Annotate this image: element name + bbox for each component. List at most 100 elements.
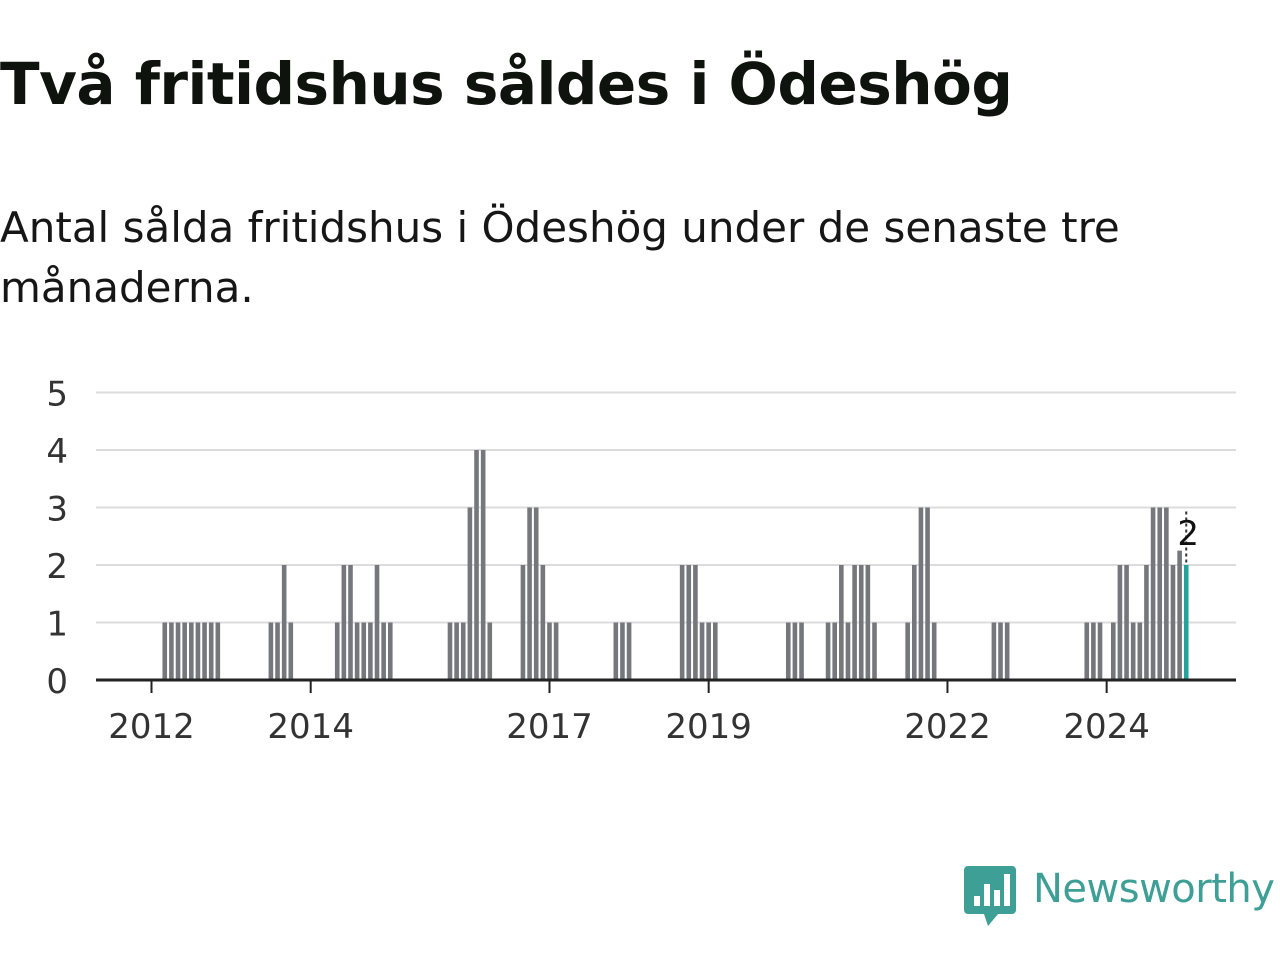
grid-lines xyxy=(96,391,1236,624)
bar xyxy=(533,507,539,680)
bar-chart: 0 1 2 3 4 5 2012 2014 2017 2019 2022 2024 2 xyxy=(46,375,1236,747)
bar xyxy=(520,565,526,680)
bar xyxy=(387,622,393,680)
bar xyxy=(281,565,287,680)
bar xyxy=(540,565,546,680)
bar xyxy=(460,622,466,680)
bar xyxy=(1110,622,1116,680)
bar xyxy=(480,450,486,680)
bar xyxy=(474,450,479,680)
y-tick-label: 1 xyxy=(46,605,68,645)
bar xyxy=(865,565,871,680)
bar xyxy=(368,622,373,680)
bar xyxy=(1004,622,1010,680)
bar xyxy=(374,565,380,680)
bar xyxy=(706,622,711,680)
bar xyxy=(1091,622,1096,680)
bar xyxy=(1137,622,1143,680)
newsworthy-logo-icon xyxy=(964,866,1016,926)
newsworthy-logo-text: Newsworthy xyxy=(1033,866,1275,912)
y-tick-label: 5 xyxy=(46,375,68,415)
bar xyxy=(169,622,174,680)
bar xyxy=(553,622,559,680)
bar xyxy=(1124,565,1129,680)
newsworthy-logo: Newsworthy xyxy=(964,866,1280,928)
bar xyxy=(162,622,168,680)
x-tick-label: 2014 xyxy=(267,707,354,747)
bar xyxy=(275,622,280,680)
y-axis-ticks: 0 1 2 3 4 5 xyxy=(46,375,68,703)
bar xyxy=(334,622,340,680)
bar xyxy=(208,622,214,680)
bar xyxy=(991,622,997,680)
bar xyxy=(189,622,194,680)
bar xyxy=(931,622,937,680)
bar xyxy=(925,507,930,680)
bar xyxy=(348,565,353,680)
bar xyxy=(1084,622,1090,680)
bar xyxy=(547,622,552,680)
bar xyxy=(1170,565,1176,680)
annotation-label: 2 xyxy=(1177,514,1199,554)
bar xyxy=(354,622,360,680)
bar xyxy=(341,565,347,680)
bar xyxy=(268,622,274,680)
bar xyxy=(195,622,201,680)
bar xyxy=(1097,622,1103,680)
y-tick-label: 0 xyxy=(46,662,68,702)
bar xyxy=(1130,622,1136,680)
bar xyxy=(202,622,207,680)
bar xyxy=(626,622,632,680)
x-tick-label: 2022 xyxy=(904,707,991,747)
bar xyxy=(1144,565,1149,680)
bar xyxy=(799,622,804,680)
page-title: Två fritidshus såldes i Ödeshög xyxy=(0,50,1013,118)
bar xyxy=(527,507,532,680)
bar-highlight xyxy=(1183,565,1189,680)
bar xyxy=(858,565,864,680)
bar xyxy=(918,507,924,680)
bar xyxy=(1164,507,1169,680)
bar xyxy=(785,622,791,680)
bar xyxy=(215,622,221,680)
bar xyxy=(699,622,705,680)
annotations: 2 xyxy=(1177,511,1199,563)
bar xyxy=(1157,507,1163,680)
page-subtitle: Antal sålda fritidshus i Ödeshög under d… xyxy=(0,203,1120,312)
bar xyxy=(845,622,851,680)
bar xyxy=(182,622,187,680)
bar xyxy=(693,565,698,680)
bar xyxy=(998,622,1003,680)
bar xyxy=(852,565,857,680)
bar xyxy=(613,622,619,680)
x-tick-label: 2019 xyxy=(665,707,752,747)
bar xyxy=(679,565,685,680)
bar xyxy=(872,622,877,680)
bar xyxy=(487,622,493,680)
bar xyxy=(839,565,844,680)
bar xyxy=(175,622,181,680)
bar xyxy=(1150,507,1156,680)
bar xyxy=(713,622,718,680)
x-axis: 2012 2014 2017 2019 2022 2024 xyxy=(96,678,1236,747)
bar xyxy=(1177,550,1182,681)
bar xyxy=(454,622,459,680)
bar xyxy=(825,622,831,680)
bar xyxy=(288,622,294,680)
x-tick-label: 2012 xyxy=(108,707,195,747)
y-tick-label: 4 xyxy=(46,432,68,472)
bar xyxy=(381,622,386,680)
bar xyxy=(912,565,917,680)
bar xyxy=(792,622,798,680)
bar xyxy=(905,622,910,680)
bar xyxy=(686,565,692,680)
bar xyxy=(447,622,453,680)
x-tick-label: 2017 xyxy=(506,707,593,747)
x-tick-label: 2024 xyxy=(1063,707,1150,747)
bar xyxy=(361,622,367,680)
y-tick-label: 2 xyxy=(46,547,68,587)
bar xyxy=(832,622,837,680)
bars xyxy=(162,450,1189,681)
bar xyxy=(1117,565,1123,680)
bar xyxy=(620,622,625,680)
